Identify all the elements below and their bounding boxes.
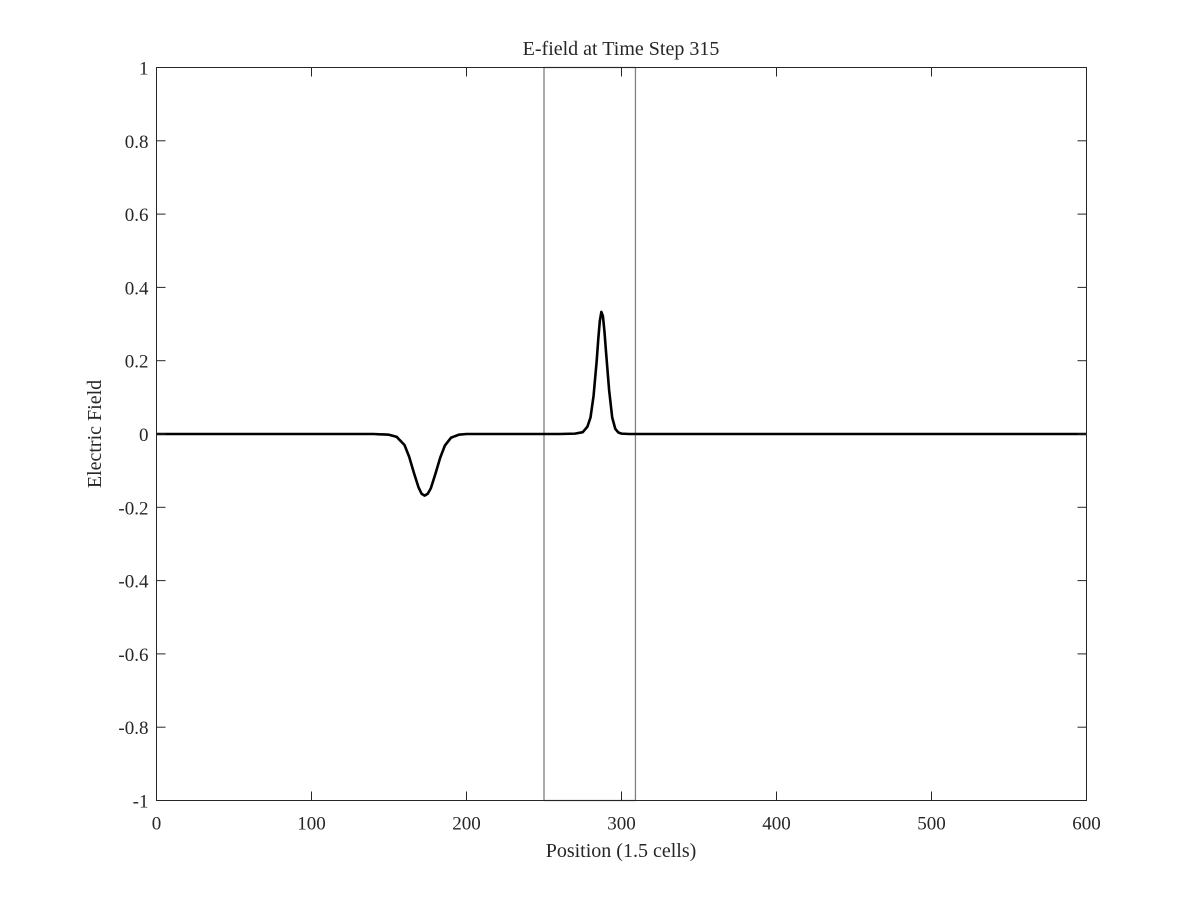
x-tick-label: 500 [917,814,946,835]
y-tick-label: -0.8 [118,718,148,739]
chart-title: E-field at Time Step 315 [523,38,720,60]
y-tick-label: -0.2 [118,498,148,519]
x-axis-label: Position (1.5 cells) [546,840,697,862]
y-axis-label: Electric Field [84,380,106,488]
y-tick-label: -0.4 [118,572,149,593]
y-tick-label: -1 [133,792,149,813]
y-tick-label: 0.8 [125,132,149,153]
y-tick-label: 0.6 [125,205,149,226]
x-tick-label: 600 [1072,814,1101,835]
x-tick-label: 300 [607,814,636,835]
y-tick-label: 1 [139,59,149,80]
y-tick-label: -0.6 [118,645,148,666]
y-tick-label: 0.4 [125,278,149,299]
x-tick-label: 400 [762,814,791,835]
x-tick-label: 0 [152,814,162,835]
x-tick-label: 200 [452,814,481,835]
line-layer [156,310,1087,497]
y-tick-label: 0.2 [125,352,149,373]
y-axis: 1 0.8 0.6 0.4 0.2 0 -0.2 -0.4 -0.6 -0.8 -1 [118,59,1087,813]
series-line-0 [156,310,1087,497]
y-tick-label: 0 [139,425,149,446]
x-tick-label: 100 [297,814,326,835]
x-axis: 0 100 200 300 400 500 600 [152,67,1101,835]
